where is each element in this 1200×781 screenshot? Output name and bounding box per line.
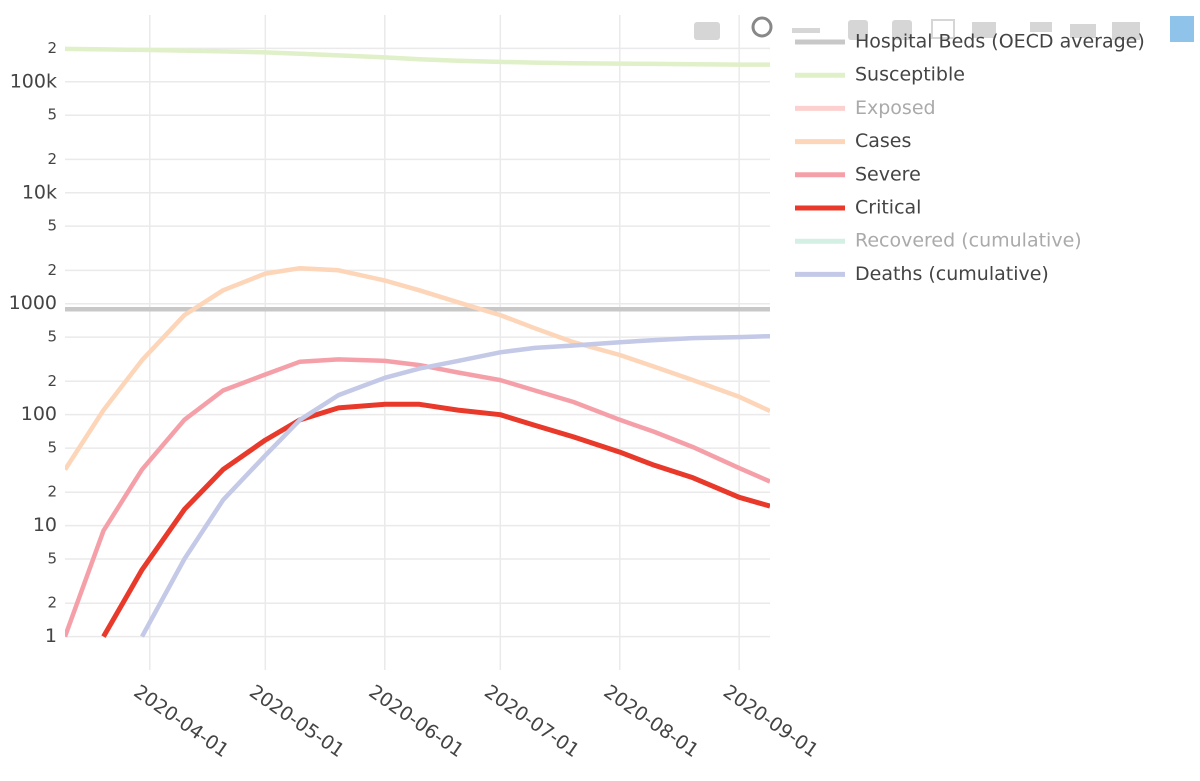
y-tick-label: 2 [47, 150, 57, 168]
series-line [101, 401, 770, 638]
series-line [65, 46, 770, 67]
legend-label: Cases [855, 130, 911, 152]
legend-label: Critical [855, 197, 921, 219]
y-tick-label: 5 [47, 217, 57, 235]
x-tick-label: 2020-06-01 [365, 681, 468, 762]
y-tick-label: 5 [47, 439, 57, 457]
y-tick-label: 2 [47, 483, 57, 501]
legend-item[interactable]: Exposed [795, 97, 936, 119]
series-line [140, 333, 770, 638]
y-tick-label: 2 [47, 372, 57, 390]
y-tick-label: 1000 [9, 292, 57, 314]
legend-item[interactable]: Severe [795, 163, 921, 185]
x-tick-label: 2020-07-01 [480, 681, 583, 762]
series-line [65, 357, 770, 638]
legend-label: Susceptible [855, 64, 965, 86]
legend-label: Hospital Beds (OECD average) [855, 31, 1145, 53]
plotly-logo[interactable] [1170, 16, 1194, 42]
pan-icon[interactable] [792, 28, 820, 33]
x-tick-label: 2020-09-01 [719, 681, 822, 762]
y-tick-label: 1 [45, 625, 57, 647]
y-tick-label: 100 [21, 403, 57, 425]
legend-item[interactable]: Hospital Beds (OECD average) [795, 31, 1145, 53]
legend-label: Recovered (cumulative) [855, 230, 1082, 252]
grid [65, 15, 770, 670]
legend-item[interactable]: Deaths (cumulative) [795, 263, 1049, 285]
zoom-in-icon[interactable] [848, 20, 868, 40]
y-tick-label: 10k [22, 181, 57, 203]
x-tick-label: 2020-05-01 [245, 681, 348, 762]
legend-label: Exposed [855, 97, 936, 119]
y-tick-label: 5 [47, 550, 57, 568]
y-tick-label: 100k [10, 70, 57, 92]
y-tick-label: 5 [47, 328, 57, 346]
y-tick-label: 2 [47, 39, 57, 57]
zoom-out-icon[interactable] [892, 20, 912, 40]
camera-icon[interactable] [694, 22, 720, 40]
zoom-icon[interactable] [751, 16, 773, 38]
legend-item[interactable]: Critical [795, 197, 921, 219]
legend-label: Severe [855, 163, 921, 185]
legend-label: Deaths (cumulative) [855, 263, 1049, 285]
modebar[interactable] [694, 16, 1194, 42]
y-tick-label: 2 [47, 261, 57, 279]
x-tick-label: 2020-04-01 [130, 681, 233, 762]
x-tick-label: 2020-08-01 [600, 681, 703, 762]
y-tick-label: 5 [47, 106, 57, 124]
legend-item[interactable]: Recovered (cumulative) [795, 230, 1082, 252]
series-line [65, 265, 770, 471]
compare-icon[interactable] [1112, 22, 1140, 40]
reset-icon[interactable] [972, 22, 996, 38]
legend-item[interactable]: Cases [795, 130, 911, 152]
y-tick-label: 2 [47, 594, 57, 612]
autoscale-icon[interactable] [931, 19, 955, 39]
hover-icon[interactable] [1070, 24, 1096, 38]
spike-icon[interactable] [1030, 22, 1052, 32]
legend: Hospital Beds (OECD average) Susceptible E… [795, 31, 1145, 285]
y-tick-label: 10 [33, 514, 57, 536]
plot-area [65, 46, 770, 638]
legend-item[interactable]: Susceptible [795, 64, 965, 86]
